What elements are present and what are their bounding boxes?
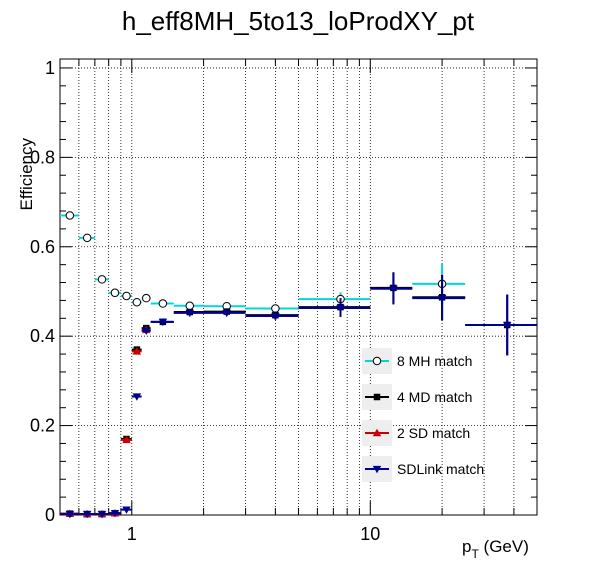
data-point bbox=[150, 299, 174, 308]
legend-label: SDLink match bbox=[397, 461, 484, 477]
data-point bbox=[150, 318, 174, 327]
data-point bbox=[94, 275, 109, 284]
legend: 8 MH match 4 MD match 2 SD match SDLink mat… bbox=[362, 348, 484, 482]
point-marker bbox=[222, 309, 231, 318]
x-axis-label: pT (GeV) bbox=[462, 537, 529, 561]
legend-item-2-sd-match: 2 SD match bbox=[362, 420, 470, 446]
y-tick-label: 0.4 bbox=[30, 326, 55, 346]
point-marker bbox=[502, 321, 512, 330]
point-marker bbox=[132, 347, 142, 355]
x-tick-labels: 1 10 bbox=[127, 524, 381, 544]
point-marker bbox=[142, 293, 151, 303]
point-marker bbox=[122, 435, 131, 444]
x-tick-label: 1 bbox=[127, 524, 137, 544]
point-marker bbox=[158, 318, 168, 327]
y-axis-label: Efficiency bbox=[17, 138, 36, 211]
point-marker bbox=[185, 309, 195, 318]
x-axis-label-main: p bbox=[462, 537, 471, 556]
data-point bbox=[298, 299, 371, 317]
point-marker bbox=[110, 288, 120, 298]
point-marker bbox=[158, 299, 168, 308]
point-marker bbox=[122, 291, 131, 301]
data-point bbox=[131, 347, 142, 355]
data-point bbox=[108, 288, 121, 298]
data-point bbox=[173, 301, 204, 311]
data-point bbox=[370, 273, 413, 305]
data-series bbox=[60, 211, 537, 519]
y-tick-label: 0.8 bbox=[30, 147, 55, 167]
axis-ticks bbox=[59, 59, 538, 516]
point-marker bbox=[336, 304, 345, 313]
point-marker bbox=[437, 294, 447, 303]
point-marker bbox=[82, 510, 92, 519]
data-point bbox=[60, 510, 79, 519]
data-point bbox=[245, 312, 299, 321]
data-point bbox=[465, 294, 537, 356]
data-point bbox=[60, 211, 79, 220]
data-point bbox=[78, 510, 95, 519]
point-marker bbox=[97, 510, 107, 519]
y-tick-label: 1 bbox=[45, 58, 55, 78]
y-tick-labels: 0 0.2 0.4 0.6 0.8 1 bbox=[30, 58, 55, 525]
point-marker bbox=[82, 233, 92, 243]
point-marker bbox=[65, 211, 75, 220]
data-point bbox=[203, 301, 246, 311]
data-point bbox=[94, 510, 109, 519]
point-marker bbox=[132, 393, 142, 401]
x-axis-label-unit: (GeV) bbox=[479, 537, 529, 556]
point-marker bbox=[142, 327, 151, 336]
series-8-mh-match bbox=[60, 211, 466, 313]
legend-item-8-mh-match: 8 MH match bbox=[362, 348, 472, 374]
point-marker bbox=[389, 285, 398, 294]
data-point bbox=[141, 327, 151, 336]
data-point bbox=[141, 293, 151, 303]
legend-label: 8 MH match bbox=[397, 353, 472, 369]
data-point bbox=[120, 506, 132, 514]
point-marker bbox=[132, 297, 142, 307]
legend-label: 2 SD match bbox=[397, 425, 470, 441]
point-marker bbox=[271, 304, 280, 313]
data-point bbox=[412, 275, 466, 321]
chart-title: h_eff8MH_5to13_loProdXY_pt bbox=[122, 6, 475, 36]
y-tick-label: 0.6 bbox=[30, 237, 55, 257]
point-marker bbox=[122, 506, 131, 514]
legend-marker bbox=[372, 428, 382, 437]
data-point bbox=[131, 297, 142, 307]
x-axis-label-sub: T bbox=[471, 547, 479, 561]
legend-item-sdlink-match: SDLink match bbox=[362, 456, 484, 482]
data-point bbox=[120, 291, 132, 301]
data-point bbox=[203, 309, 246, 318]
point-marker bbox=[110, 510, 120, 518]
series-sdlink-match bbox=[60, 273, 537, 519]
x-tick-label: 10 bbox=[360, 524, 380, 544]
legend-marker bbox=[372, 465, 382, 474]
legend-item-4-md-match: 4 MD match bbox=[362, 384, 472, 410]
point-marker bbox=[65, 510, 75, 519]
data-point bbox=[131, 393, 142, 401]
point-marker bbox=[271, 312, 280, 321]
y-tick-label: 0.2 bbox=[30, 416, 55, 436]
legend-marker bbox=[373, 393, 381, 401]
y-tick-label: 0 bbox=[45, 505, 55, 525]
point-marker bbox=[97, 275, 107, 284]
legend-marker bbox=[372, 356, 382, 366]
point-marker bbox=[185, 301, 195, 311]
data-point bbox=[78, 233, 95, 243]
legend-label: 4 MD match bbox=[397, 389, 472, 405]
data-point bbox=[108, 510, 121, 518]
data-point bbox=[120, 435, 132, 444]
data-point bbox=[173, 309, 204, 318]
